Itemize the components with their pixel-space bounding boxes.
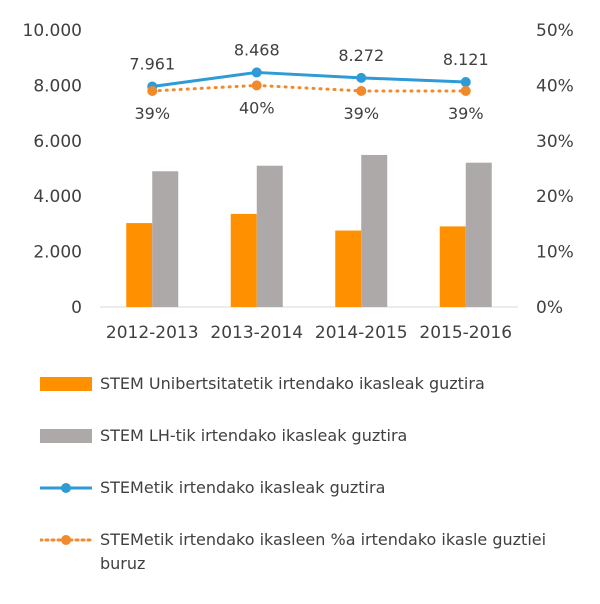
y-left-tick-label: 10.000 xyxy=(23,21,82,41)
bar-vocational xyxy=(256,165,283,307)
percent-point xyxy=(147,85,158,96)
bar-vocational xyxy=(152,171,179,307)
legend-swatch-vocational xyxy=(40,429,92,443)
y-left-tick-label: 4.000 xyxy=(33,187,82,207)
x-tick-label: 2013-2014 xyxy=(210,323,303,343)
total-data-label: 8.272 xyxy=(338,46,384,65)
percent-data-label: 39% xyxy=(343,104,379,123)
legend-label-total: STEMetik irtendako ikasleak guztira xyxy=(100,478,386,497)
y-right-tick-label: 0% xyxy=(536,298,563,318)
legend-item-total: STEMetik irtendako ikasleak guztira xyxy=(40,476,580,500)
legend-item-percent: STEMetik irtendako ikasleen %a irtendako… xyxy=(40,528,580,576)
bar-university xyxy=(439,226,466,307)
y-right-tick-label: 30% xyxy=(536,132,574,152)
legend: STEM Unibertsitatetik irtendako ikasleak… xyxy=(40,372,580,604)
y-right-tick-label: 10% xyxy=(536,243,574,263)
x-tick-label: 2014-2015 xyxy=(315,323,408,343)
x-tick-label: 2012-2013 xyxy=(106,323,199,343)
y-right-tick-label: 50% xyxy=(536,21,574,41)
legend-swatch-percent xyxy=(40,535,94,545)
bar-university xyxy=(126,223,153,307)
legend-label-percent: STEMetik irtendako ikasleen %a irtendako… xyxy=(100,530,547,573)
x-tick-label: 2015-2016 xyxy=(419,323,512,343)
total-point xyxy=(460,77,471,88)
y-left-tick-label: 0 xyxy=(71,298,82,318)
bar-university xyxy=(230,213,257,307)
legend-item-university: STEM Unibertsitatetik irtendako ikasleak… xyxy=(40,372,580,396)
y-right-tick-label: 40% xyxy=(536,76,574,96)
percent-point xyxy=(460,85,471,96)
total-point xyxy=(251,67,262,78)
total-data-label: 8.468 xyxy=(234,40,280,59)
total-point xyxy=(356,72,367,83)
bar-university xyxy=(335,230,362,307)
percent-point xyxy=(356,85,367,96)
percent-point xyxy=(251,80,262,91)
y-left-tick-label: 2.000 xyxy=(33,243,82,263)
bar-vocational xyxy=(465,162,492,307)
legend-label-vocational: STEM LH-tik irtendako ikasleak guztira xyxy=(100,426,408,445)
total-data-label: 7.961 xyxy=(129,54,175,73)
y-left-tick-label: 6.000 xyxy=(33,132,82,152)
percent-data-label: 39% xyxy=(134,104,170,123)
y-left-tick-label: 8.000 xyxy=(33,76,82,96)
total-line xyxy=(150,70,468,88)
legend-swatch-total xyxy=(40,483,92,493)
legend-item-vocational: STEM LH-tik irtendako ikasleak guztira xyxy=(40,424,580,448)
bar-vocational xyxy=(361,154,388,307)
chart-plot: 0 2.000 4.000 6.000 8.000 10.000 0% 10% 20% 30% 40… xyxy=(23,21,574,343)
y-right-tick-label: 20% xyxy=(536,187,574,207)
percent-data-label: 40% xyxy=(239,98,275,117)
legend-label-university: STEM Unibertsitatetik irtendako ikasleak… xyxy=(100,374,485,393)
total-data-label: 8.121 xyxy=(443,50,489,69)
percent-data-label: 39% xyxy=(448,104,484,123)
legend-swatch-university xyxy=(40,377,92,391)
percent-line xyxy=(150,83,468,93)
